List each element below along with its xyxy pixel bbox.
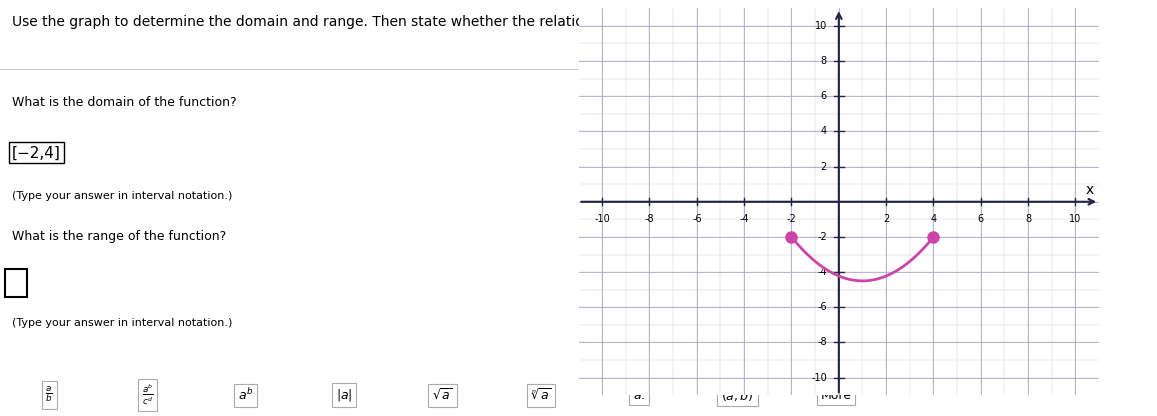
Text: Use the graph to determine the domain and range. Then state whether the relation: Use the graph to determine the domain an… [12, 15, 686, 29]
Text: 2: 2 [883, 214, 890, 224]
Text: 4: 4 [930, 214, 936, 224]
Text: -8: -8 [644, 214, 655, 224]
Text: 6: 6 [978, 214, 983, 224]
Text: [−2,4]: [−2,4] [12, 146, 60, 161]
Text: More: More [820, 389, 852, 402]
Text: $\sqrt{a}$: $\sqrt{a}$ [433, 388, 452, 403]
Text: $a.$: $a.$ [633, 389, 646, 402]
Text: -8: -8 [817, 337, 827, 347]
Text: 4: 4 [820, 126, 827, 136]
Text: 10: 10 [815, 21, 827, 31]
Text: 8: 8 [820, 56, 827, 66]
Text: What is the domain of the function?: What is the domain of the function? [12, 96, 236, 109]
Text: -2: -2 [787, 214, 796, 224]
Text: What is the range of the function?: What is the range of the function? [12, 230, 226, 243]
Text: $\frac{a}{b}$: $\frac{a}{b}$ [45, 385, 53, 405]
Text: 6: 6 [820, 91, 827, 101]
Text: 10: 10 [1069, 214, 1082, 224]
Text: $\frac{a^b}{c^d}$: $\frac{a^b}{c^d}$ [141, 383, 154, 408]
Text: -2: -2 [817, 232, 827, 242]
Text: (Type your answer in interval notation.): (Type your answer in interval notation.) [12, 191, 231, 201]
Text: $\sqrt[n]{a}$: $\sqrt[n]{a}$ [531, 388, 551, 403]
Text: -4: -4 [817, 267, 827, 277]
Text: 2: 2 [820, 161, 827, 171]
Text: -10: -10 [595, 214, 610, 224]
Text: (Type your answer in interval notation.): (Type your answer in interval notation.) [12, 318, 231, 328]
Text: $a^b$: $a^b$ [238, 387, 253, 403]
Text: -10: -10 [811, 373, 827, 383]
Text: $|a|$: $|a|$ [336, 387, 353, 403]
Text: $(a,b)$: $(a,b)$ [721, 388, 754, 403]
Text: 8: 8 [1025, 214, 1031, 224]
Text: -6: -6 [817, 302, 827, 312]
Text: -6: -6 [692, 214, 701, 224]
Text: x: x [1085, 183, 1093, 197]
Text: -4: -4 [739, 214, 749, 224]
